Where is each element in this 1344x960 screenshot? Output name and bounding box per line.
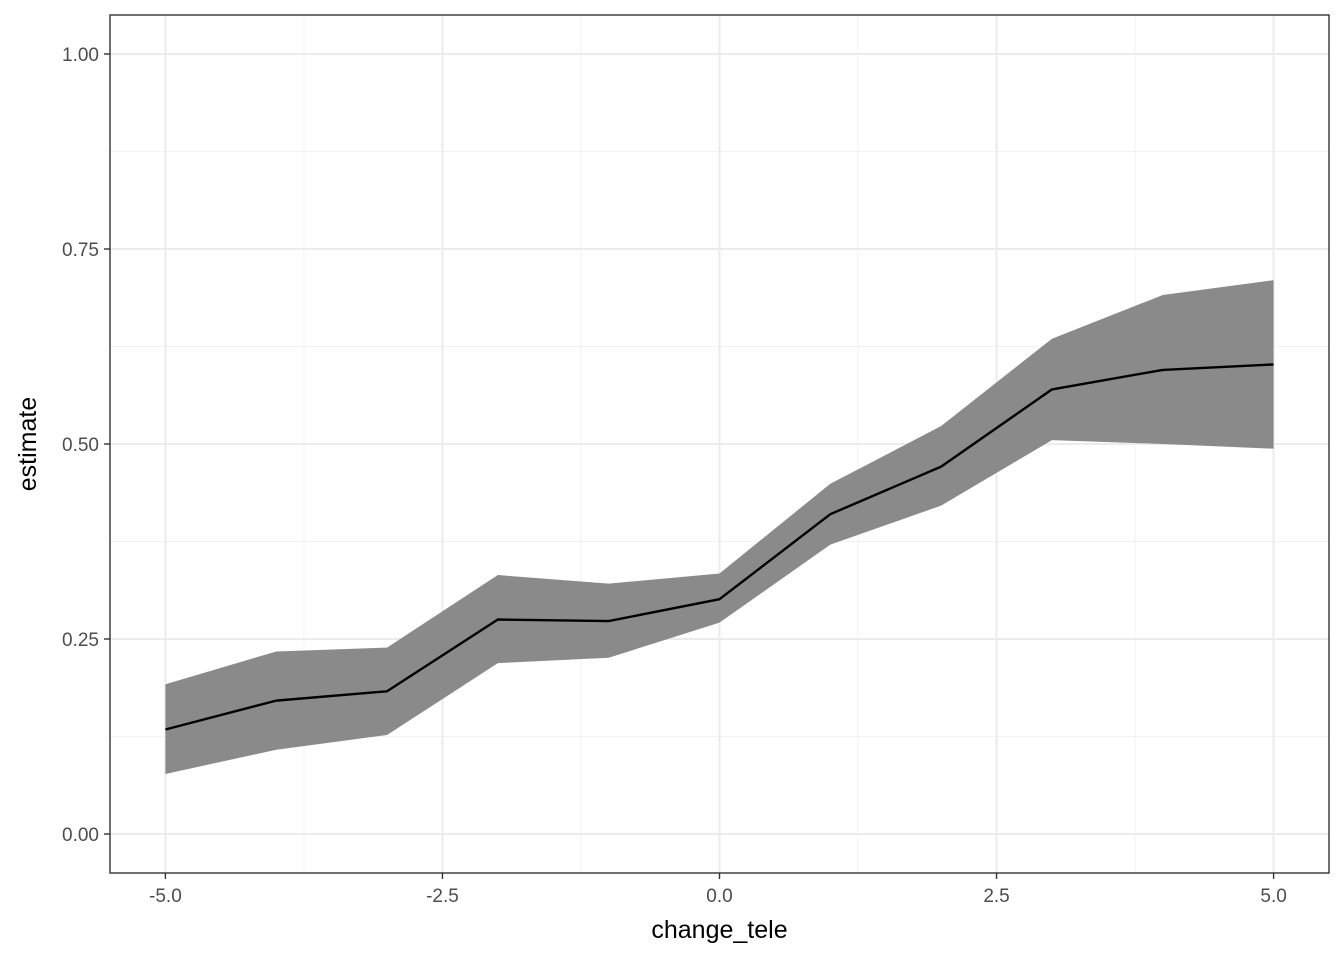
x-tick-label: -2.5	[426, 886, 459, 907]
y-tick-label: 0.25	[62, 630, 99, 651]
x-axis-title: change_tele	[651, 916, 787, 944]
estimate-line	[165, 363, 1274, 731]
y-axis: 0.00 0.25 0.50 0.75 1.00	[62, 45, 110, 846]
y-tick-label: 0.75	[62, 240, 99, 261]
confidence-band-layer	[165, 280, 1274, 774]
estimate-line-layer	[165, 363, 1274, 731]
y-tick-label: 0.50	[62, 435, 99, 456]
y-axis-title: estimate	[14, 397, 42, 491]
y-tick-label: 0.00	[62, 825, 99, 846]
x-tick-label: 0.0	[706, 886, 732, 907]
y-tick-label: 1.00	[62, 45, 99, 66]
confidence-band	[165, 280, 1274, 774]
x-axis: -5.0 -2.5 0.0 2.5 5.0	[149, 873, 1287, 907]
x-tick-label: -5.0	[149, 886, 182, 907]
x-tick-label: 2.5	[983, 886, 1009, 907]
x-tick-label: 5.0	[1260, 886, 1286, 907]
